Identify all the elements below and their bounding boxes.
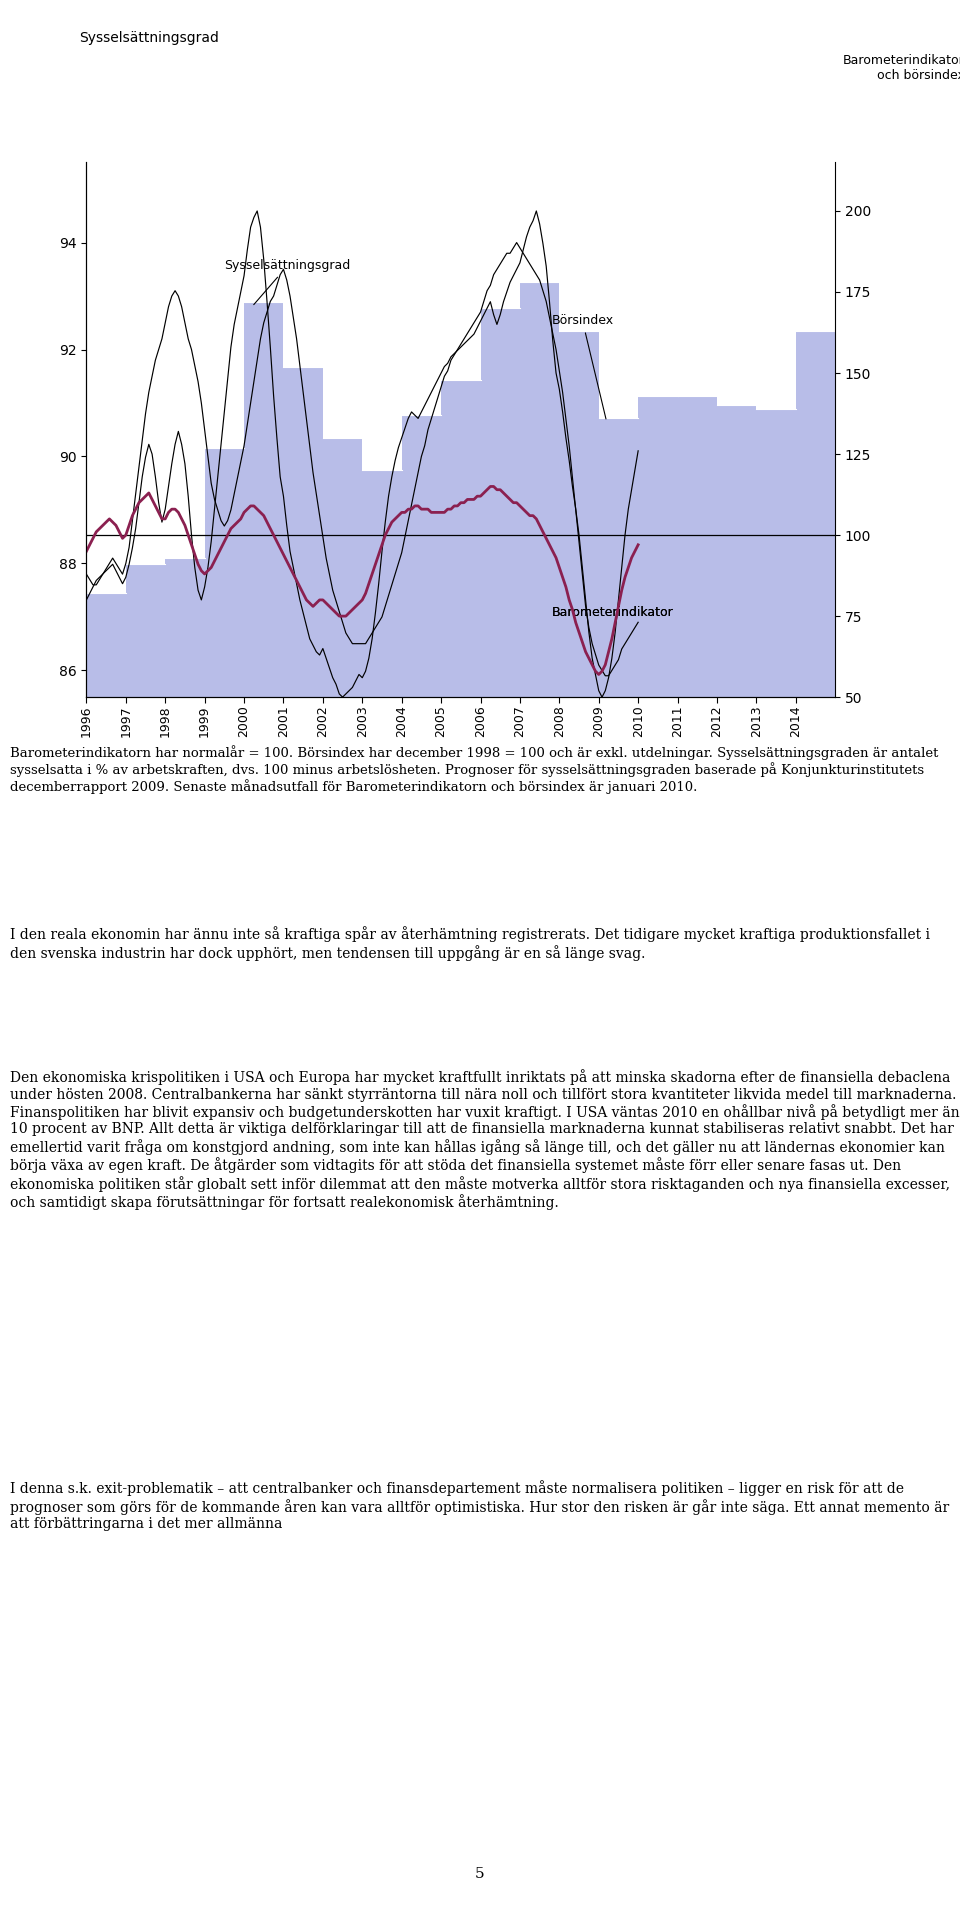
Text: Barometerindikator
och börsindex: Barometerindikator och börsindex — [843, 53, 960, 82]
Text: Den ekonomiska krispolitiken i USA och Europa har mycket kraftfullt inriktats på: Den ekonomiska krispolitiken i USA och E… — [10, 1070, 959, 1211]
Text: Sysselsättningsgrad: Sysselsättningsgrad — [79, 31, 219, 44]
Text: I den reala ekonomin har ännu inte så kraftiga spår av återhämtning registrerats: I den reala ekonomin har ännu inte så kr… — [10, 926, 929, 961]
Text: Börsindex: Börsindex — [551, 315, 613, 418]
Text: Sysselsättningsgrad: Sysselsättningsgrad — [225, 260, 350, 306]
Text: Barometerindikator: Barometerindikator — [551, 605, 673, 619]
Text: Barometerindikatorn har normalår = 100. Börsindex har december 1998 = 100 och är: Barometerindikatorn har normalår = 100. … — [10, 745, 938, 795]
Text: 5: 5 — [475, 1868, 485, 1881]
Text: Barometerindikator: Barometerindikator — [551, 605, 673, 619]
Text: I denna s.k. exit-problematik – att centralbanker och finansdepartement måste no: I denna s.k. exit-problematik – att cent… — [10, 1480, 948, 1530]
